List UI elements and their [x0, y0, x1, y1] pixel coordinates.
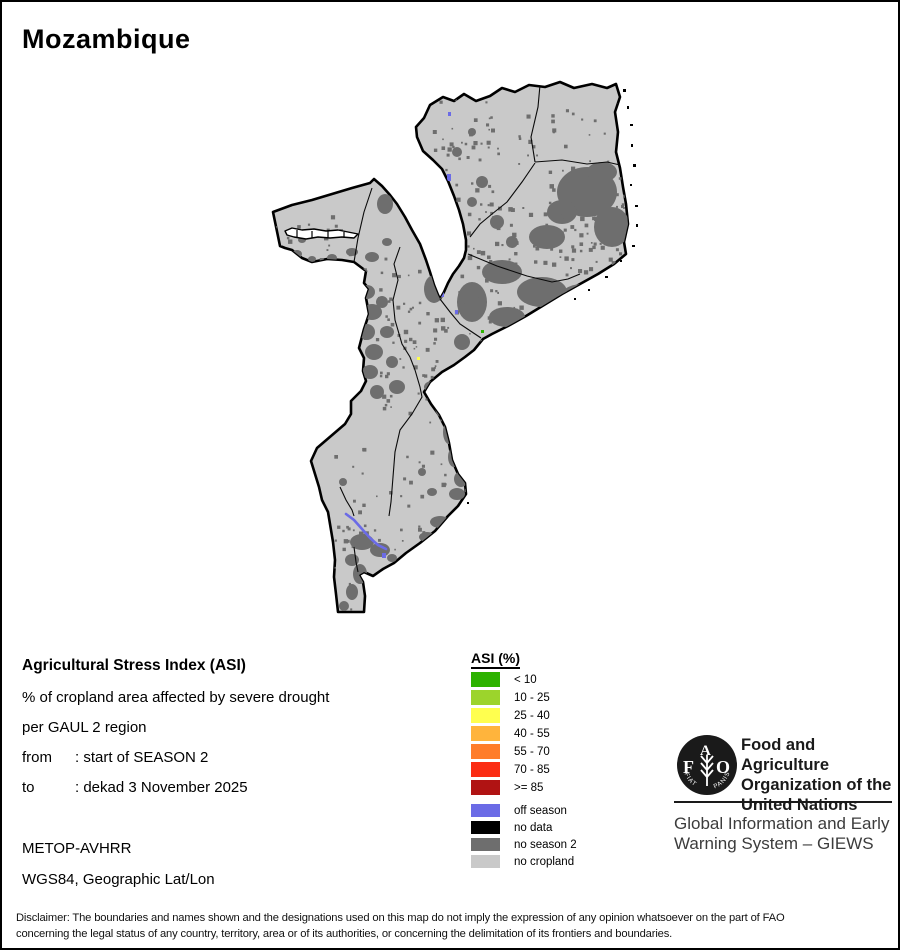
fao-name-line3: United Nations [741, 796, 858, 814]
asi-block-heading: Agricultural Stress Index (ASI) [22, 657, 246, 674]
asi-class-swatch [471, 672, 500, 687]
asi-class-swatch [471, 690, 500, 705]
asi-description-line1: % of cropland area affected by severe dr… [22, 689, 330, 706]
extra-class-label: no cropland [514, 855, 575, 868]
asi-class-label: 10 - 25 [514, 691, 550, 704]
fao-organization-name: Food and Agriculture Organization of the… [741, 735, 898, 815]
sensor-label: METOP-AVHRR [22, 840, 132, 857]
asi-class-label: 55 - 70 [514, 745, 550, 758]
from-label: from [22, 749, 52, 766]
giews-line1: Global Information and Early [674, 814, 890, 833]
asi-class-swatch [471, 726, 500, 741]
asi-class-row: >= 85 [471, 780, 550, 795]
fao-logo-letter-a: A [700, 743, 711, 759]
to-value: : dekad 3 November 2025 [75, 779, 248, 796]
extra-class-swatch [471, 804, 500, 817]
footer-divider-rule [674, 801, 892, 803]
asi-class-row: 70 - 85 [471, 762, 550, 777]
fao-logo: F A O FIAT PANIS [677, 735, 737, 795]
period-to-row: to : dekad 3 November 2025 [22, 779, 422, 797]
asi-class-row: 10 - 25 [471, 690, 550, 705]
extra-class-label: no data [514, 821, 553, 834]
from-value: : start of SEASON 2 [75, 749, 209, 766]
extra-class-label: off season [514, 804, 567, 817]
legend-extra-classes: off season no data no season 2 no cropland [471, 804, 577, 872]
fao-logo-letter-o: O [716, 757, 730, 777]
disclaimer-text: Disclaimer: The boundaries and names sho… [16, 912, 785, 940]
extra-class-swatch [471, 855, 500, 868]
extra-class-swatch [471, 821, 500, 834]
page-title: Mozambique [22, 24, 191, 54]
fao-name-line2: Organization of the [741, 776, 892, 794]
asi-class-swatch [471, 762, 500, 777]
fao-name-line1: Food and Agriculture [741, 736, 830, 774]
asi-class-label: 40 - 55 [514, 727, 550, 740]
asi-class-row: 40 - 55 [471, 726, 550, 741]
asi-class-label: < 10 [514, 673, 537, 686]
extra-class-row: no cropland [471, 855, 577, 868]
extra-class-label: no season 2 [514, 838, 577, 851]
extra-class-row: off season [471, 804, 577, 817]
fao-logo-letter-f: F [683, 757, 694, 777]
lake-cahora-bassa [284, 227, 359, 240]
asi-class-swatch [471, 780, 500, 795]
extra-class-swatch [471, 838, 500, 851]
asi-pixels [417, 330, 484, 360]
asi-class-row: < 10 [471, 672, 550, 687]
extra-class-row: no season 2 [471, 838, 577, 851]
asi-class-swatch [471, 708, 500, 723]
wheat-ear-icon [700, 755, 714, 786]
admin-boundaries [339, 84, 621, 573]
to-label: to [22, 779, 35, 796]
asi-legend-classes: < 10 10 - 25 25 - 40 40 - 55 55 - 70 70 - 85 >… [471, 672, 550, 798]
extra-class-row: no data [471, 821, 577, 834]
asi-class-swatch [471, 744, 500, 759]
asi-class-row: 55 - 70 [471, 744, 550, 759]
asi-class-label: 70 - 85 [514, 763, 550, 776]
island-dots [467, 89, 638, 504]
legend-title: ASI (%) [471, 650, 520, 669]
giews-label: Global Information and Early Warning Sys… [674, 814, 889, 854]
period-from-row: from : start of SEASON 2 [22, 749, 422, 767]
asi-class-label: >= 85 [514, 781, 544, 794]
giews-line2: Warning System – GIEWS [674, 834, 874, 853]
asi-class-label: 25 - 40 [514, 709, 550, 722]
asi-class-row: 25 - 40 [471, 708, 550, 723]
asi-description-line2: per GAUL 2 region [22, 719, 147, 736]
projection-label: WGS84, Geographic Lat/Lon [22, 871, 215, 888]
